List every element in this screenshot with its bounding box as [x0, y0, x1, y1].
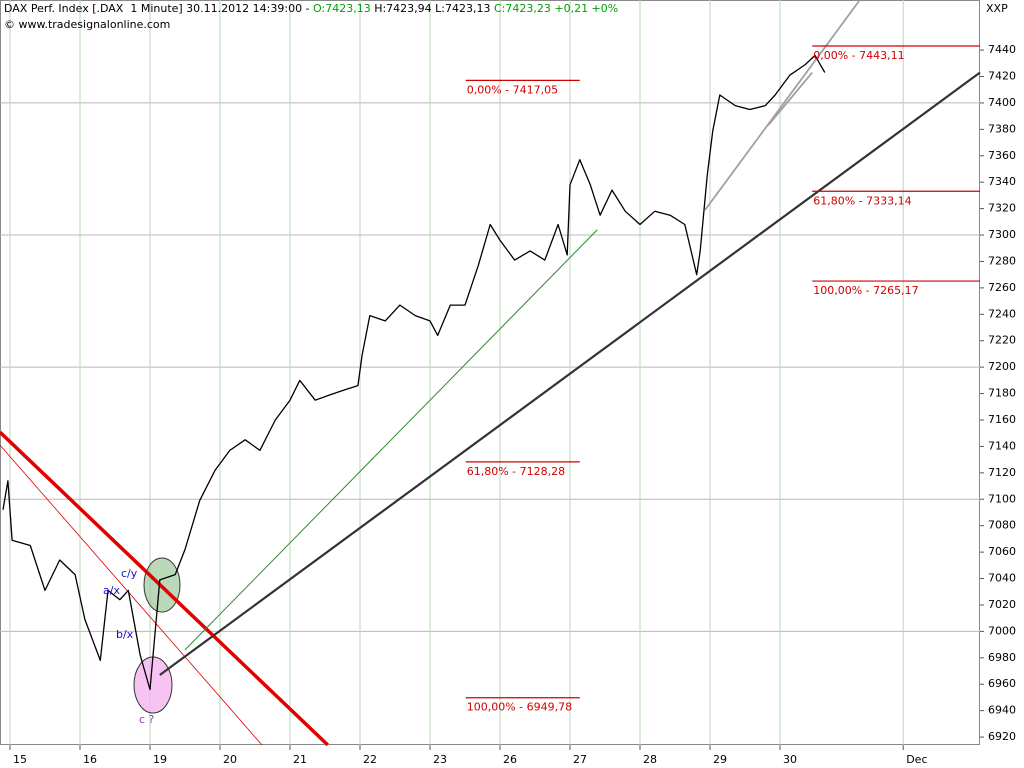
plot-frame — [0, 0, 980, 745]
y-tick-label: 7320 — [988, 202, 1016, 215]
y-tick-label: 7160 — [988, 413, 1016, 426]
fib-label: 0,00% - 7417,05 — [467, 83, 558, 96]
fib-label: 0,00% - 7443,11 — [813, 49, 904, 62]
chart-header: DAX Perf. Index [.DAX 1 Minute] 30.11.20… — [4, 2, 618, 15]
x-tick-label: 21 — [293, 753, 307, 766]
y-tick-label: 7180 — [988, 387, 1016, 400]
y-tick-label: 7340 — [988, 175, 1016, 188]
y-tick-label: 7000 — [988, 624, 1016, 637]
y-tick-label: 7100 — [988, 492, 1016, 505]
y-tick-label: 6960 — [988, 677, 1016, 690]
x-tick-label: 26 — [503, 753, 517, 766]
price-line — [2, 54, 826, 691]
y-tick-label: 7280 — [988, 254, 1016, 267]
trend-line — [0, 430, 330, 747]
x-tick-label: 30 — [783, 753, 797, 766]
x-tick-label: 27 — [573, 753, 587, 766]
x-tick-label: 20 — [223, 753, 237, 766]
annotation: b/x — [116, 628, 134, 641]
y-tick-label: 7380 — [988, 122, 1016, 135]
x-tick-label: 15 — [13, 753, 27, 766]
y-tick-label: 7140 — [988, 439, 1016, 452]
x-tick-label: 19 — [153, 753, 167, 766]
trend-line — [159, 71, 981, 676]
trend-line — [704, 0, 861, 211]
trend-line — [0, 444, 263, 746]
x-tick-label: 16 — [83, 753, 97, 766]
fib-label: 61,80% - 7128,28 — [467, 465, 565, 478]
y-tick-label: 6980 — [988, 651, 1016, 664]
header-part: O:7423,13 — [313, 2, 371, 15]
y-tick-label: 7060 — [988, 545, 1016, 558]
y-tick-label: 6920 — [988, 730, 1016, 743]
y-tick-label: 7440 — [988, 43, 1016, 56]
y-tick-label: 7220 — [988, 334, 1016, 347]
axis-title: XXP — [986, 2, 1008, 15]
annotation: c ? — [139, 713, 155, 726]
fib-label: 61,80% - 7333,14 — [813, 194, 911, 207]
header-part: DAX Perf. Index [.DAX 1 Minute] 30.11.20… — [4, 2, 313, 15]
y-tick-label: 7300 — [988, 228, 1016, 241]
y-tick-label: 7020 — [988, 598, 1016, 611]
x-tick-label: Dec — [906, 753, 927, 766]
fib-label: 100,00% - 6949,78 — [467, 701, 572, 714]
x-tick-label: 22 — [363, 753, 377, 766]
annotation: c/y — [121, 567, 138, 580]
y-tick-label: 7360 — [988, 149, 1016, 162]
fib-label: 100,00% - 7265,17 — [813, 284, 918, 297]
highlight-ellipse — [133, 656, 173, 714]
x-tick-label: 29 — [713, 753, 727, 766]
annotation: a/x — [103, 584, 120, 597]
marks — [0, 0, 981, 747]
x-tick-label: 28 — [643, 753, 657, 766]
header-part: C:7423,23 +0,21 +0% — [494, 2, 618, 15]
trend-line — [767, 71, 813, 126]
y-tick-label: 7400 — [988, 96, 1016, 109]
y-tick-label: 6940 — [988, 704, 1016, 717]
header-part: H:7423,94 L:7423,13 — [371, 2, 494, 15]
trend-line — [184, 229, 598, 651]
y-tick-label: 7120 — [988, 466, 1016, 479]
y-tick-label: 7260 — [988, 281, 1016, 294]
x-tick-label: 23 — [433, 753, 447, 766]
y-tick-label: 7240 — [988, 307, 1016, 320]
chart-subtitle: © www.tradesignalonline.com — [4, 18, 170, 31]
y-tick-label: 7200 — [988, 360, 1016, 373]
y-tick-label: 7040 — [988, 572, 1016, 585]
y-tick-label: 7420 — [988, 69, 1016, 82]
y-tick-label: 7080 — [988, 519, 1016, 532]
